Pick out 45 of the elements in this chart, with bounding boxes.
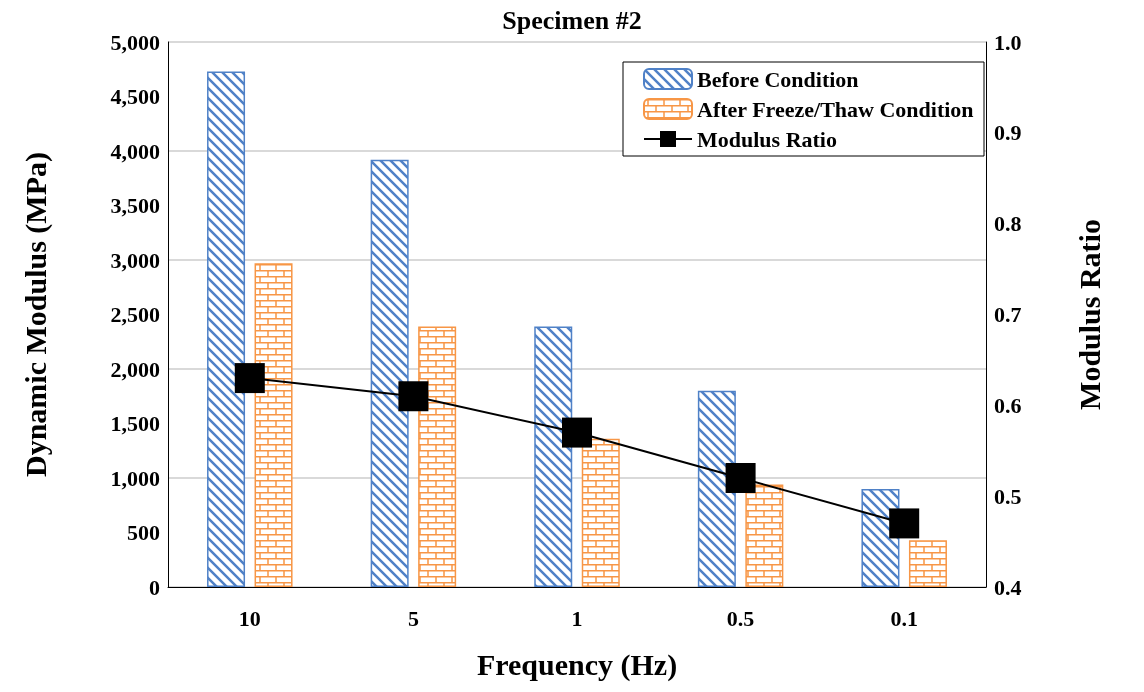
legend-label: Modulus Ratio — [697, 126, 837, 152]
bar — [370, 159, 409, 587]
y-tick-label: 500 — [127, 520, 160, 545]
point — [725, 463, 756, 493]
point — [889, 508, 920, 539]
y-tick-label: 1,000 — [110, 465, 160, 491]
y-tick-label: 2,500 — [110, 302, 160, 327]
y-tick-label: 0 — [149, 574, 160, 600]
x-tick-label: 10 — [238, 605, 261, 631]
y2-tick-label: 1.0 — [994, 29, 1022, 55]
y-tick-label: 2,000 — [110, 356, 160, 382]
legend-label: Before Condition — [697, 66, 859, 92]
x-tick-label: 0.5 — [726, 605, 755, 631]
y2-tick-label: 0.5 — [994, 483, 1022, 509]
y2-tick-label: 0.6 — [994, 392, 1022, 418]
bar — [207, 71, 246, 587]
y2-tick-label: 0.4 — [994, 574, 1022, 600]
y-tick-label: 4,000 — [110, 138, 160, 164]
bar — [254, 263, 293, 587]
y-tick-label: 3,000 — [110, 247, 160, 273]
chart-title: Specimen #2 — [502, 5, 642, 35]
y2-tick-label: 0.8 — [994, 211, 1022, 237]
bar — [861, 488, 900, 587]
y-tick-label: 4,500 — [110, 84, 160, 109]
bar — [697, 390, 736, 587]
y-tick-label: 1,500 — [110, 411, 160, 436]
y-tick-label: 5,000 — [110, 29, 160, 55]
x-tick-label: 0.1 — [890, 605, 918, 631]
bar — [745, 484, 784, 587]
point — [398, 381, 429, 412]
y-axis-title: Dynamic Modulus (MPa) — [18, 152, 53, 477]
point — [562, 417, 592, 448]
y2-axis-title: Modulus Ratio — [1072, 219, 1106, 410]
bar — [581, 438, 620, 587]
legend-label: After Freeze/Thaw Condition — [697, 96, 974, 122]
x-tick-label: 1 — [571, 605, 583, 631]
y2-tick-label: 0.7 — [994, 302, 1022, 327]
y-tick-label: 3,500 — [110, 193, 160, 218]
point — [234, 363, 265, 394]
bar — [908, 540, 947, 587]
y2-tick-label: 0.9 — [994, 120, 1022, 146]
x-axis-title: Frequency (Hz) — [476, 647, 678, 682]
bar — [418, 326, 457, 587]
x-tick-label: 5 — [407, 605, 419, 631]
bar — [534, 326, 573, 587]
